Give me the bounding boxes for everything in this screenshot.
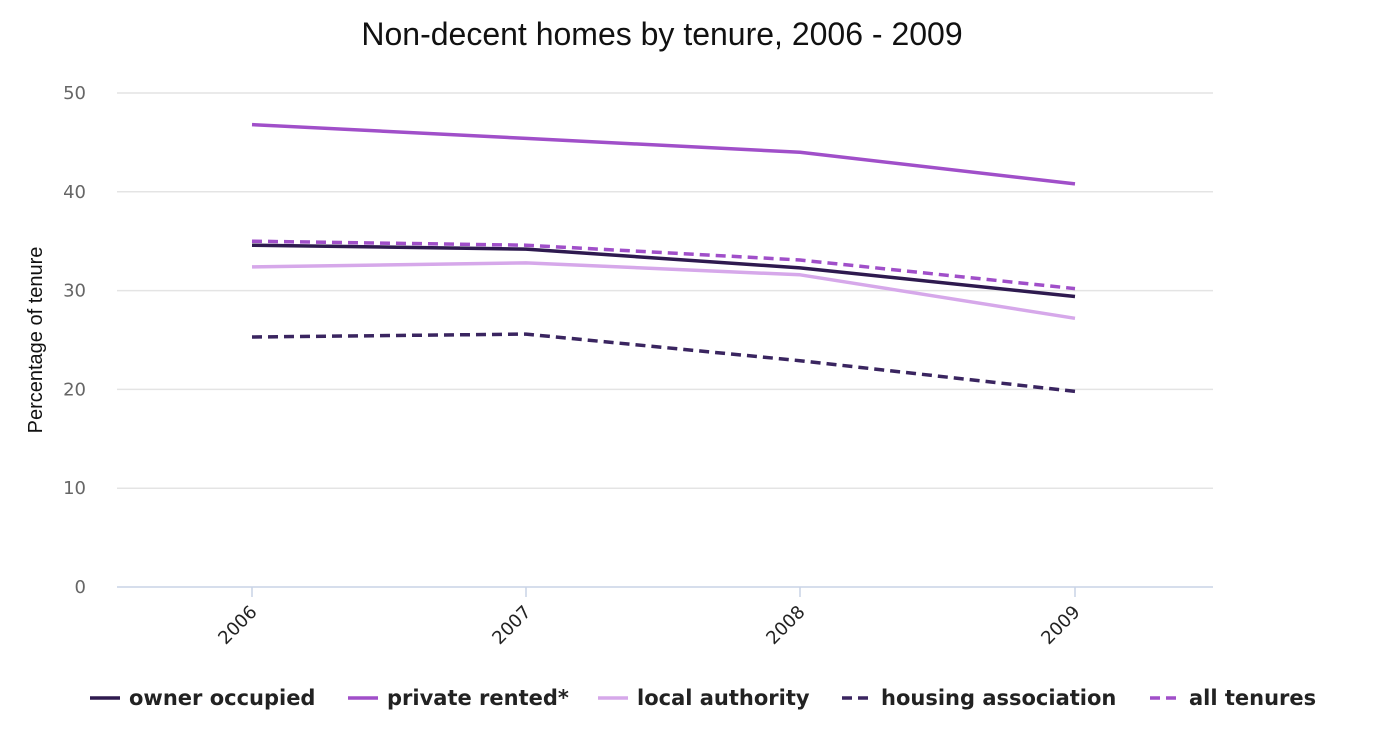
y-tick-label: 10: [63, 478, 86, 499]
series-line-local-authority: [251, 261, 1076, 321]
series-line-housing-association: [251, 332, 1076, 394]
legend: owner occupied private rented* local autho…: [90, 686, 1316, 710]
series-lines: [251, 122, 1076, 394]
legend-label-owner-occupied: owner occupied: [129, 686, 315, 710]
y-tick-label: 50: [63, 83, 86, 104]
legend-label-housing-association: housing association: [881, 686, 1116, 710]
legend-label-private-rented: private rented*: [387, 686, 569, 710]
x-tick-label: 2006: [214, 602, 261, 649]
x-tick-label: 2008: [762, 602, 809, 649]
x-tick-label: 2009: [1037, 602, 1084, 649]
y-tick-label: 30: [63, 281, 86, 302]
y-tick-label: 0: [75, 577, 86, 598]
x-axis: 2006 2007 2008 2009: [117, 586, 1213, 649]
legend-label-local-authority: local authority: [637, 686, 810, 710]
y-tick-label: 20: [63, 379, 86, 400]
y-axis-label: Percentage of tenure: [25, 247, 47, 434]
series-line-private-rented: [251, 122, 1076, 186]
gridlines: [117, 92, 1213, 489]
y-tick-label: 40: [63, 182, 86, 203]
series-line-owner-occupied: [251, 243, 1076, 299]
legend-label-all-tenures: all tenures: [1189, 686, 1316, 710]
series-line-all-tenures: [251, 239, 1076, 291]
y-axis-ticks: 0 10 20 30 40 50: [63, 83, 86, 598]
x-tick-label: 2007: [488, 602, 535, 649]
chart-title: Non-decent homes by tenure, 2006 - 2009: [361, 16, 962, 52]
